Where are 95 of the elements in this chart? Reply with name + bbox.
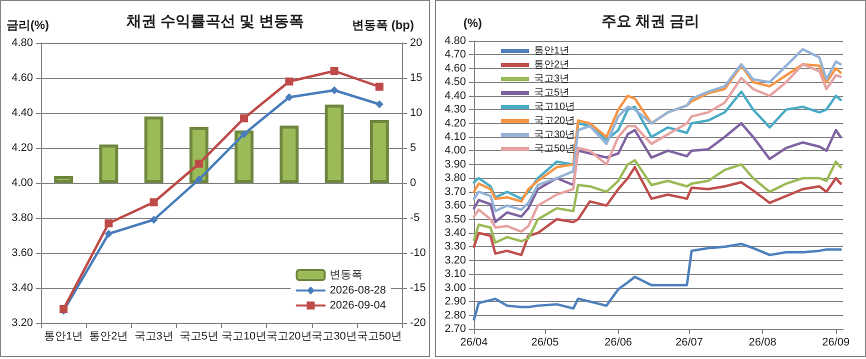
bar [144,116,164,183]
line-series [472,159,842,244]
x-tick-label: 국고50년 [356,330,402,342]
y-tick-label: 4.80 [444,35,466,47]
x-tick-label: 국고10년 [221,330,267,342]
y2-tick-label: 20 [410,37,422,49]
y-tick-label: 2.80 [444,309,466,322]
y-tick-label: 3.50 [444,213,466,226]
y-tick-label: 4.20 [444,117,466,130]
legend-label: 통안2년 [534,60,570,70]
bar [280,126,299,183]
x-tick-label: 통안1년 [44,330,84,342]
y-tick-label: 4.00 [12,177,33,189]
y-tick-label: 3.60 [444,200,466,212]
x-tick-label: 26/08 [748,336,776,348]
point [240,114,248,122]
point [285,78,294,86]
legend-label: 국고5년 [534,88,570,98]
point [104,219,113,228]
point [375,82,384,91]
x-tick-label: 26/04 [460,336,488,348]
point [285,93,294,102]
chart-title: 채권 수익률곡선 및 변동폭 [125,13,304,30]
y2-tick-label: -5 [410,212,420,224]
x-tick-label: 26/05 [531,336,559,348]
point [330,67,338,75]
y-tick-label: 4.80 [12,37,33,49]
y-tick-label: 4.40 [444,90,466,102]
line-series [472,242,842,321]
y2-tick-label: 5 [410,142,416,154]
y-tick-label: 4.00 [444,144,466,157]
y2-axis-title: 변동폭 (bp) [352,18,414,32]
legend-label: 국고50년 [534,144,576,154]
y-tick-label: 3.40 [444,227,466,239]
legend-label: 국고10년 [534,102,576,112]
y-tick-label: 3.70 [444,186,466,198]
y-axis-title: (%) [463,16,482,30]
x-tick-label: 국고5년 [179,330,218,342]
bar [54,176,74,183]
point [375,100,384,108]
x-tick-label: 26/09 [822,336,850,348]
x-tick-label: 국고20년 [266,330,312,342]
y-tick-label: 3.20 [444,254,466,266]
y2-tick-label: -20 [410,317,426,329]
y-tick-label: 3.80 [12,212,33,224]
y2-tick-label: 15 [410,72,422,84]
y-axis-title: 금리(%) [6,18,49,32]
legend-label: 통안1년 [534,46,570,56]
y-tick-label: 3.80 [444,172,466,184]
y-tick-label: 4.40 [12,107,33,119]
y-tick-label: 3.90 [444,158,466,170]
point [194,176,203,184]
y-tick-label: 3.60 [12,247,33,259]
bar [324,104,344,183]
y2-tick-label: 10 [410,107,422,119]
y-tick-label: 4.70 [444,48,466,61]
line-series [472,166,842,256]
y-tick-label: 3.20 [12,317,33,329]
point [240,130,248,138]
line-series [472,48,842,212]
point [104,230,113,238]
y-tick-label: 4.10 [444,131,466,143]
x-tick-label: 국고3년 [134,330,174,342]
y-tick-label: 2.70 [444,323,466,335]
y2-tick-label: -10 [410,247,426,259]
x-tick-label: 통안2년 [89,330,128,342]
point [150,216,158,224]
y-tick-label: 3.00 [444,282,466,294]
y2-tick-label: 0 [410,177,416,189]
y-tick-label: 3.10 [444,268,466,280]
y2-tick-label: -15 [410,282,426,294]
y-tick-label: 4.60 [12,72,33,84]
legend-label: 국고30년 [534,130,576,140]
y-tick-label: 4.60 [444,62,466,74]
chart-title: 주요 채권 금리 [601,13,700,30]
x-tick-label: 국고30년 [312,330,357,342]
y-tick-label: 4.50 [444,76,466,88]
y-tick-label: 3.30 [444,240,466,253]
legend-label: 국고3년 [534,74,570,84]
legend-label: 2026-09-04 [330,300,386,312]
y-tick-label: 2.90 [444,296,466,308]
legend-label: 변동폭 [330,269,363,281]
bar [234,130,254,183]
legend-label: 국고20년 [534,116,576,126]
y-tick-label: 4.30 [444,104,466,116]
x-tick-label: 26/06 [604,336,632,348]
bar [370,120,389,183]
point [194,160,203,168]
y-tick-label: 3.40 [12,282,33,294]
y-tick-label: 4.20 [12,142,33,154]
legend-label: 2026-08-28 [330,284,386,296]
point [150,198,158,206]
bar [99,144,118,183]
point [330,86,338,94]
x-tick-label: 26/07 [675,336,704,348]
